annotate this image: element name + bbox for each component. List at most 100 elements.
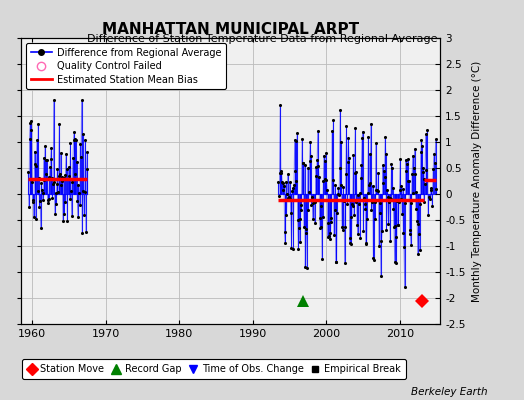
Point: [387, 161, 396, 167]
Point: [347, 214, 355, 220]
Point: [37, 180, 46, 186]
Point: [298, 135, 307, 142]
Point: [394, 222, 402, 228]
Point: [78, 229, 86, 236]
Point: [52, 201, 60, 207]
Point: [75, 190, 83, 196]
Point: [31, 161, 39, 168]
Point: [335, 165, 344, 171]
Point: [68, 179, 77, 186]
Point: [303, 265, 311, 272]
Point: [35, 204, 43, 210]
Point: [323, 187, 331, 194]
Point: [398, 211, 406, 217]
Point: [396, 156, 405, 162]
Point: [274, 179, 282, 185]
Point: [293, 217, 302, 223]
Point: [410, 165, 418, 172]
Point: [390, 259, 399, 266]
Point: [366, 180, 375, 186]
Point: [388, 165, 396, 171]
Point: [289, 185, 297, 192]
Point: [66, 196, 74, 202]
Point: [61, 199, 69, 206]
Point: [331, 182, 340, 189]
Point: [340, 198, 348, 204]
Point: [312, 164, 320, 170]
Point: [384, 194, 392, 200]
Point: [68, 212, 76, 219]
Point: [280, 229, 289, 235]
Point: [332, 258, 341, 265]
Point: [299, 160, 308, 167]
Point: [393, 198, 401, 204]
Point: [44, 200, 52, 206]
Point: [76, 140, 84, 147]
Point: [427, 185, 435, 192]
Point: [276, 170, 284, 176]
Point: [354, 230, 362, 237]
Point: [82, 228, 90, 235]
Point: [315, 215, 324, 221]
Point: [328, 128, 336, 134]
Point: [60, 211, 69, 217]
Point: [391, 234, 400, 241]
Point: [372, 186, 380, 193]
Point: [57, 182, 66, 189]
Point: [300, 223, 308, 230]
Point: [301, 264, 310, 270]
Point: [406, 230, 414, 237]
Point: [412, 189, 421, 196]
Point: [339, 227, 347, 233]
Point: [345, 240, 354, 246]
Point: [319, 214, 327, 220]
Point: [367, 207, 376, 213]
Point: [430, 151, 438, 157]
Point: [288, 188, 296, 194]
Point: [329, 117, 337, 124]
Point: [370, 199, 379, 205]
Point: [337, 182, 346, 188]
Point: [351, 124, 359, 131]
Point: [315, 173, 323, 180]
Point: [283, 171, 292, 178]
Point: [380, 174, 389, 181]
Point: [344, 158, 352, 165]
Point: [39, 190, 47, 197]
Point: [394, 222, 402, 228]
Point: [275, 192, 283, 199]
Point: [325, 233, 333, 239]
Point: [353, 221, 362, 228]
Point: [352, 168, 361, 175]
Point: [66, 140, 74, 146]
Point: [342, 123, 351, 129]
Point: [346, 235, 354, 242]
Point: [305, 158, 314, 164]
Point: [389, 206, 398, 212]
Point: [73, 198, 81, 204]
Point: [319, 178, 328, 184]
Point: [378, 228, 386, 234]
Point: [364, 134, 373, 140]
Point: [59, 175, 68, 181]
Point: [278, 179, 286, 185]
Point: [400, 244, 408, 250]
Point: [285, 194, 293, 200]
Point: [413, 217, 421, 224]
Point: [276, 102, 285, 108]
Point: [422, 166, 431, 173]
Point: [79, 131, 87, 138]
Point: [80, 212, 88, 218]
Point: [74, 182, 83, 188]
Point: [399, 230, 408, 236]
Point: [58, 174, 66, 180]
Point: [59, 218, 67, 224]
Point: [42, 157, 51, 164]
Point: [368, 182, 377, 189]
Point: [349, 152, 357, 158]
Point: [82, 166, 91, 172]
Point: [384, 221, 392, 228]
Y-axis label: Monthly Temperature Anomaly Difference (°C): Monthly Temperature Anomaly Difference (…: [472, 60, 482, 302]
Point: [29, 197, 37, 204]
Point: [308, 194, 316, 200]
